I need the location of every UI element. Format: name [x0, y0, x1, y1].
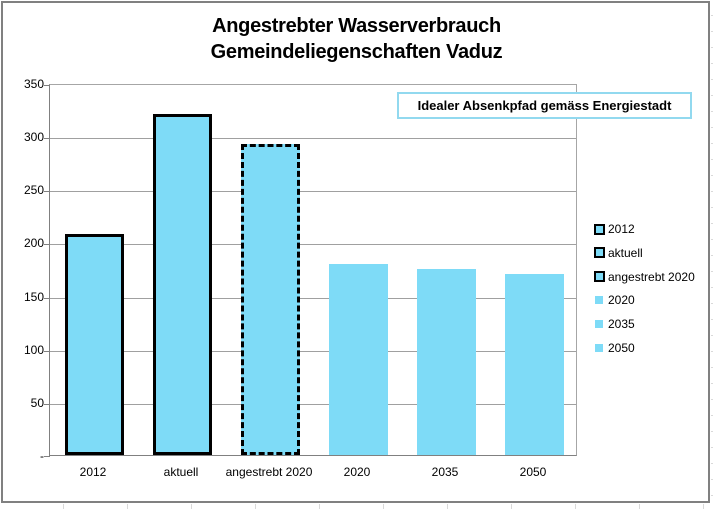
- legend-label: 2020: [608, 293, 635, 308]
- gridline: [50, 138, 576, 140]
- legend-item-2050: 2050: [594, 336, 635, 360]
- bar-2050: [504, 274, 564, 455]
- annotation-text: Idealer Absenkpfad gemäss Energiestadt: [417, 98, 672, 113]
- legend-label: aktuell: [608, 245, 643, 260]
- legend-marker-icon: [594, 247, 605, 259]
- x-axis-label: 2020: [343, 465, 371, 479]
- sheet-gridlines-bottom: [0, 504, 713, 509]
- chart-title-line2: Gemeindeliegenschaften Vaduz: [210, 41, 503, 63]
- legend-item-2020: 2020: [594, 288, 635, 312]
- chart-title: Angestrebter Wasserverbrauch Gemeindelie…: [0, 13, 713, 65]
- legend-label: 2050: [608, 341, 635, 355]
- x-axis-label: 2012: [79, 465, 107, 479]
- y-axis-tick: [44, 403, 50, 405]
- legend-marker-icon: [595, 320, 603, 329]
- y-axis-tick: [44, 191, 50, 193]
- y-axis-tick: [44, 85, 50, 86]
- gridline: [50, 191, 576, 193]
- bar-2012: [64, 233, 124, 455]
- legend-item-2035: 2035: [594, 312, 635, 336]
- x-axis-label: angestrebt 2020: [225, 465, 313, 479]
- legend-marker-icon: [594, 271, 605, 283]
- gridline: [50, 244, 576, 246]
- y-axis-label: 200: [23, 236, 44, 251]
- x-axis-label: aktuell: [163, 465, 199, 479]
- y-axis-label: 150: [23, 289, 44, 304]
- legend-marker-icon: [594, 223, 605, 235]
- y-axis-label: 250: [23, 183, 44, 198]
- annotation-box: Idealer Absenkpfad gemäss Energiestadt: [397, 92, 692, 119]
- legend-item-2012: 2012: [594, 217, 635, 241]
- legend-item-aktuell: aktuell: [594, 241, 643, 265]
- y-axis-tick: [44, 350, 50, 352]
- bar-angestrebt-2020: [240, 143, 300, 455]
- y-axis-label: 50: [30, 395, 44, 410]
- y-axis-label: 100: [23, 342, 44, 357]
- legend-label: angestrebt 2020: [608, 269, 695, 284]
- x-axis-label: 2035: [431, 465, 459, 479]
- y-axis-tick: [44, 244, 50, 246]
- gridline: [50, 350, 576, 352]
- gridline: [50, 297, 576, 299]
- y-axis-label: 350: [23, 77, 44, 91]
- bar-aktuell: [152, 113, 212, 455]
- bar-2035: [416, 269, 476, 455]
- sheet-gridlines-right: [711, 0, 713, 509]
- legend-label: 2035: [608, 317, 635, 332]
- legend-label: 2012: [608, 222, 635, 236]
- chart-title-line1: Angestrebter Wasserverbrauch: [212, 15, 501, 37]
- bar-2020: [328, 263, 388, 455]
- y-axis-label: -: [40, 449, 44, 463]
- plot-area: [44, 84, 577, 457]
- y-axis-tick: [44, 138, 50, 140]
- legend-marker-icon: [595, 296, 603, 305]
- y-axis-tick: [44, 456, 50, 457]
- legend-marker-icon: [595, 344, 603, 352]
- y-axis-tick: [44, 297, 50, 299]
- gridline: [50, 403, 576, 405]
- legend-item-angestrebt-2020: angestrebt 2020: [594, 265, 695, 289]
- x-axis-label: 2050: [519, 465, 547, 479]
- y-axis-label: 300: [23, 130, 44, 145]
